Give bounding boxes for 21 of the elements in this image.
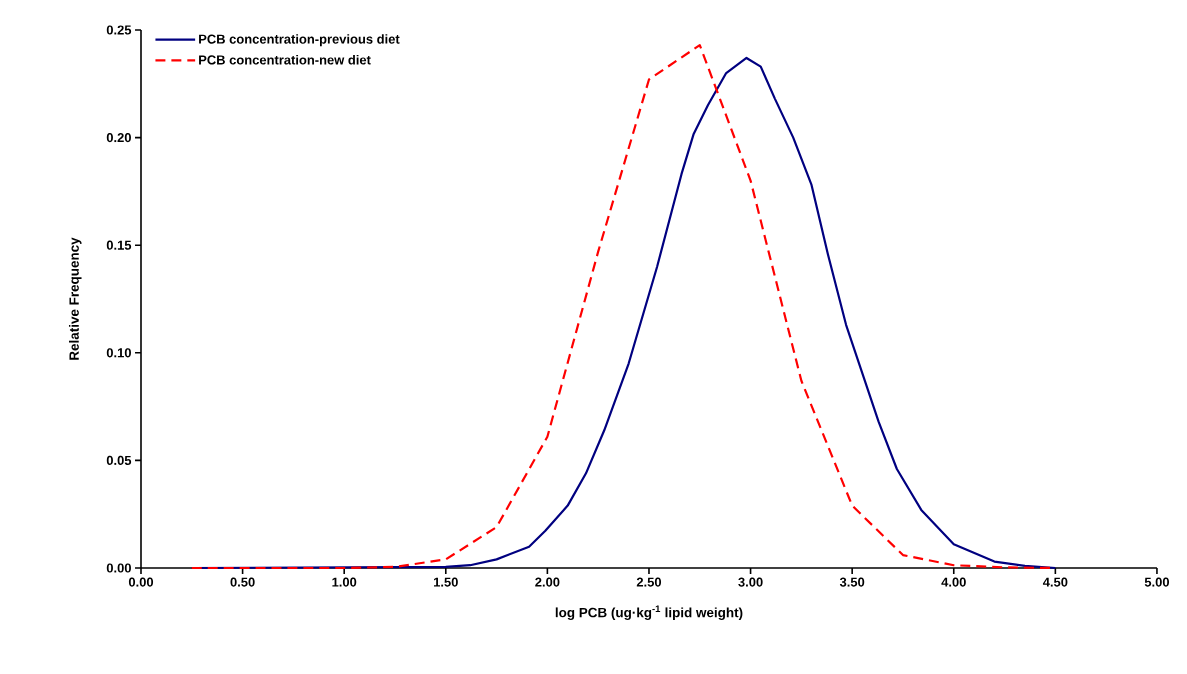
x-tick-label: 1.00 <box>332 577 357 587</box>
x-tick-label: 4.00 <box>941 577 966 587</box>
x-tick-label: 3.50 <box>839 577 865 587</box>
legend-label: PCB concentration-previous diet <box>199 34 400 47</box>
x-tick-label: 4.50 <box>1042 577 1068 587</box>
x-tick-label: 0.00 <box>128 577 154 587</box>
y-tick-label: 0.20 <box>106 133 131 143</box>
y-tick-label: 0.05 <box>106 455 132 465</box>
y-axis-title: Relative Frequency <box>68 237 82 360</box>
x-tick-label: 1.50 <box>433 577 458 587</box>
x-axis-title: log PCB (ug·kg$^{-1}$ lipid weight) <box>555 605 743 621</box>
x-tick-label: 2.00 <box>535 577 560 587</box>
x-tick-label: 3.00 <box>738 577 763 587</box>
x-tick-label: 0.50 <box>230 577 255 587</box>
y-tick-label: 0.25 <box>106 25 132 35</box>
legend-label: PCB concentration-new diet <box>199 55 371 65</box>
y-tick-label: 0.00 <box>106 563 131 573</box>
x-tick-label: 5.00 <box>1144 577 1170 587</box>
y-tick-label: 0.10 <box>106 348 131 358</box>
x-tick-label: 2.50 <box>636 577 662 587</box>
y-tick-label: 0.15 <box>106 240 132 250</box>
